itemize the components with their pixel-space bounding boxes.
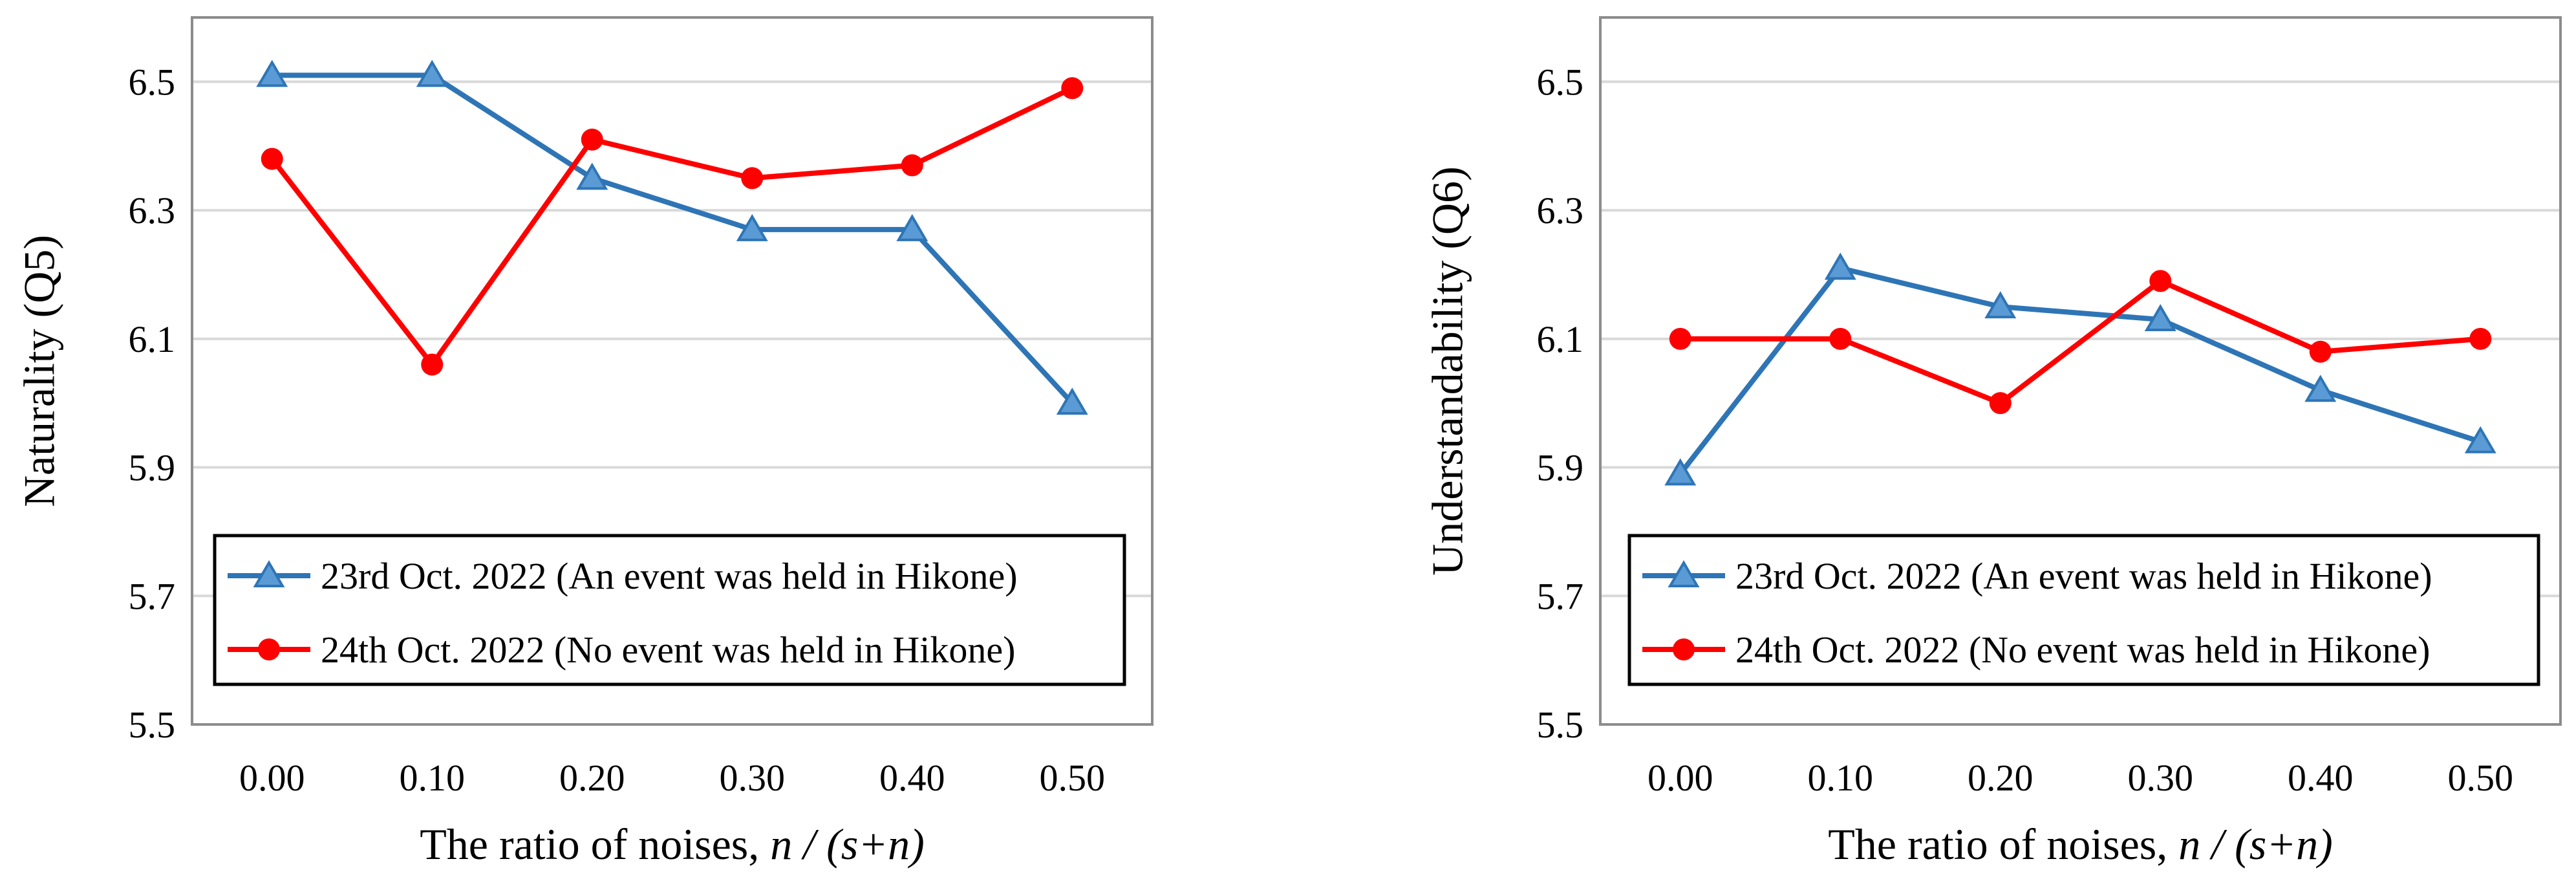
legend-marker [1673, 638, 1695, 660]
xtick-label-0.30: 0.30 [720, 757, 786, 799]
plot-area-border [191, 16, 1154, 726]
data-point-0.50 [2464, 426, 2496, 453]
ytick-label-6.5: 6.5 [1537, 61, 1584, 103]
x-axis-label: The ratio of noises, n / (s+n) [1828, 820, 2333, 869]
legend-entry-1: 23rd Oct. 2022 (An event was held in Hik… [1642, 555, 2432, 597]
ytick-label-5.7: 5.7 [129, 575, 176, 617]
y-axis-label: Understandability (Q6) [1423, 166, 1472, 576]
data-point-0.30 [2144, 304, 2176, 332]
xtick-label-0.10: 0.10 [1808, 757, 1874, 799]
series-1 [256, 60, 1088, 415]
xtick-label-0.40: 0.40 [2288, 757, 2354, 799]
series-line [1680, 278, 2481, 406]
ytick-label-6.3: 6.3 [1537, 190, 1584, 232]
legend-label: 24th Oct. 2022 (No event was held in Hik… [321, 629, 1015, 671]
data-point-0.30 [736, 213, 768, 241]
series-1 [1664, 252, 2496, 486]
data-point-0.50 [1056, 387, 1088, 415]
x-axis-label-formula: n / (s+n) [770, 820, 925, 869]
legend-marker [1668, 560, 1700, 587]
series-2 [261, 77, 1084, 376]
data-point-0.20 [1984, 291, 2017, 319]
plot-area-border [1599, 16, 2562, 726]
ytick-label-6.3: 6.3 [129, 190, 176, 232]
ytick-label-5.5: 5.5 [1537, 704, 1584, 746]
legend-marker [253, 560, 285, 587]
xtick-label-0.00: 0.00 [239, 757, 305, 799]
legend-entry-2: 24th Oct. 2022 (No event was held in Hik… [228, 629, 1015, 671]
ytick-label-5.5: 5.5 [129, 704, 176, 746]
legend-marker [258, 638, 280, 660]
legend-label: 24th Oct. 2022 (No event was held in Hik… [1735, 629, 2430, 671]
x-axis-label-formula: n / (s+n) [2178, 820, 2333, 869]
x-axis-label-text: The ratio of noises, [1828, 820, 2178, 869]
data-point-0.00 [261, 147, 283, 170]
xtick-label-0.10: 0.10 [400, 757, 466, 799]
data-point-0.30 [741, 167, 764, 190]
xtick-label-0.40: 0.40 [879, 757, 945, 799]
data-point-0.10 [416, 60, 448, 87]
data-point-0.00 [1664, 458, 1697, 486]
ytick-label-6.5: 6.5 [129, 61, 176, 103]
ytick-label-5.7: 5.7 [1537, 575, 1584, 617]
ytick-label-6.1: 6.1 [1537, 318, 1584, 360]
xtick-label-0.20: 0.20 [559, 757, 625, 799]
legend-label: 23rd Oct. 2022 (An event was held in Hik… [321, 555, 1018, 597]
series-line [270, 85, 1073, 367]
legend-box [213, 534, 1126, 686]
legend: 23rd Oct. 2022 (An event was held in Hik… [1627, 534, 2540, 686]
legend: 23rd Oct. 2022 (An event was held in Hik… [213, 534, 1126, 686]
ytick-label-6.1: 6.1 [129, 318, 176, 360]
data-point-0.50 [1061, 77, 1084, 100]
legend-label: 23rd Oct. 2022 (An event was held in Hik… [1735, 555, 2432, 597]
data-point-0.10 [1829, 327, 1852, 350]
chart-1: 5.5 5.7 5.9 6.1 6.3 6.5 0.00 0.10 0.20 0.30 0.40 0.… [15, 16, 1154, 869]
ytick-label-5.9: 5.9 [1537, 447, 1584, 489]
xtick-label-0.00: 0.00 [1648, 757, 1713, 799]
data-point-0.40 [2309, 340, 2332, 363]
series-line [1678, 265, 2482, 475]
legend-entry-2: 24th Oct. 2022 (No event was held in Hik… [1642, 629, 2430, 671]
data-point-0.00 [256, 60, 288, 87]
ytick-label-5.9: 5.9 [129, 447, 176, 489]
xtick-label-0.30: 0.30 [2128, 757, 2194, 799]
data-point-0.10 [1824, 252, 1856, 280]
x-axis-label: The ratio of noises, n / (s+n) [420, 820, 925, 869]
data-point-0.20 [576, 162, 608, 190]
xtick-label-0.50: 0.50 [2448, 757, 2514, 799]
data-point-0.20 [581, 128, 603, 151]
xtick-label-0.20: 0.20 [1968, 757, 2034, 799]
data-point-0.30 [2149, 270, 2172, 292]
legend-entry-1: 23rd Oct. 2022 (An event was held in Hik… [228, 555, 1018, 597]
x-axis-label-text: The ratio of noises, [420, 820, 770, 869]
data-point-0.10 [421, 353, 444, 376]
data-point-0.00 [1669, 327, 1691, 350]
data-point-0.40 [2304, 375, 2337, 402]
xtick-label-0.50: 0.50 [1040, 757, 1106, 799]
data-point-0.40 [901, 154, 923, 177]
data-point-0.50 [2469, 327, 2492, 350]
data-point-0.20 [1989, 392, 2012, 415]
series-2 [1669, 270, 2492, 415]
legend-box [1627, 534, 2540, 686]
series-line [272, 72, 1075, 405]
chart-2: 5.5 5.7 5.9 6.1 6.3 6.5 0.00 0.10 0.20 0.30 0.40 0.… [1423, 16, 2562, 869]
data-point-0.40 [896, 213, 928, 241]
y-axis-label: Naturality (Q5) [15, 235, 64, 507]
